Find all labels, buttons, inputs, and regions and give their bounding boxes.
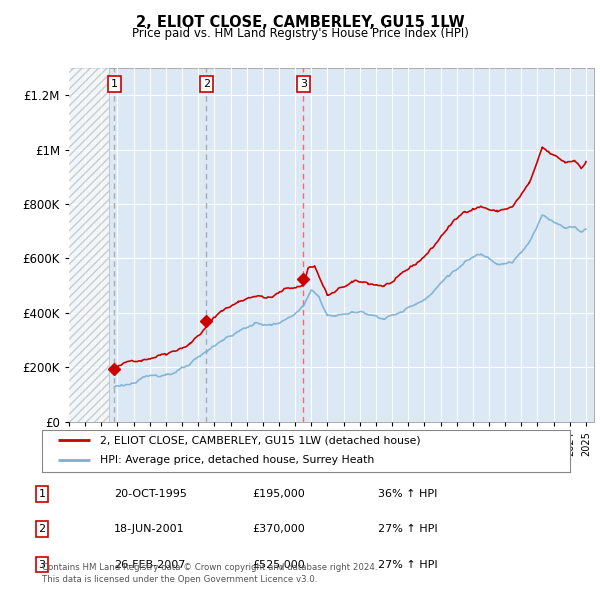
Text: 3: 3 bbox=[38, 560, 46, 569]
Text: 2, ELIOT CLOSE, CAMBERLEY, GU15 1LW: 2, ELIOT CLOSE, CAMBERLEY, GU15 1LW bbox=[136, 15, 464, 30]
Text: £195,000: £195,000 bbox=[252, 489, 305, 499]
Text: 27% ↑ HPI: 27% ↑ HPI bbox=[378, 525, 437, 534]
Text: 2: 2 bbox=[203, 79, 210, 89]
Text: 2: 2 bbox=[38, 525, 46, 534]
Text: 3: 3 bbox=[300, 79, 307, 89]
Text: 36% ↑ HPI: 36% ↑ HPI bbox=[378, 489, 437, 499]
Text: 2, ELIOT CLOSE, CAMBERLEY, GU15 1LW (detached house): 2, ELIOT CLOSE, CAMBERLEY, GU15 1LW (det… bbox=[100, 435, 421, 445]
Text: Contains HM Land Registry data © Crown copyright and database right 2024.
This d: Contains HM Land Registry data © Crown c… bbox=[42, 563, 377, 584]
Text: Price paid vs. HM Land Registry's House Price Index (HPI): Price paid vs. HM Land Registry's House … bbox=[131, 27, 469, 40]
Text: HPI: Average price, detached house, Surrey Heath: HPI: Average price, detached house, Surr… bbox=[100, 455, 374, 465]
Text: 1: 1 bbox=[111, 79, 118, 89]
Text: £525,000: £525,000 bbox=[252, 560, 305, 569]
Text: 18-JUN-2001: 18-JUN-2001 bbox=[114, 525, 185, 534]
Text: 27% ↑ HPI: 27% ↑ HPI bbox=[378, 560, 437, 569]
Text: £370,000: £370,000 bbox=[252, 525, 305, 534]
Text: 20-OCT-1995: 20-OCT-1995 bbox=[114, 489, 187, 499]
Text: 1: 1 bbox=[38, 489, 46, 499]
Text: 26-FEB-2007: 26-FEB-2007 bbox=[114, 560, 185, 569]
